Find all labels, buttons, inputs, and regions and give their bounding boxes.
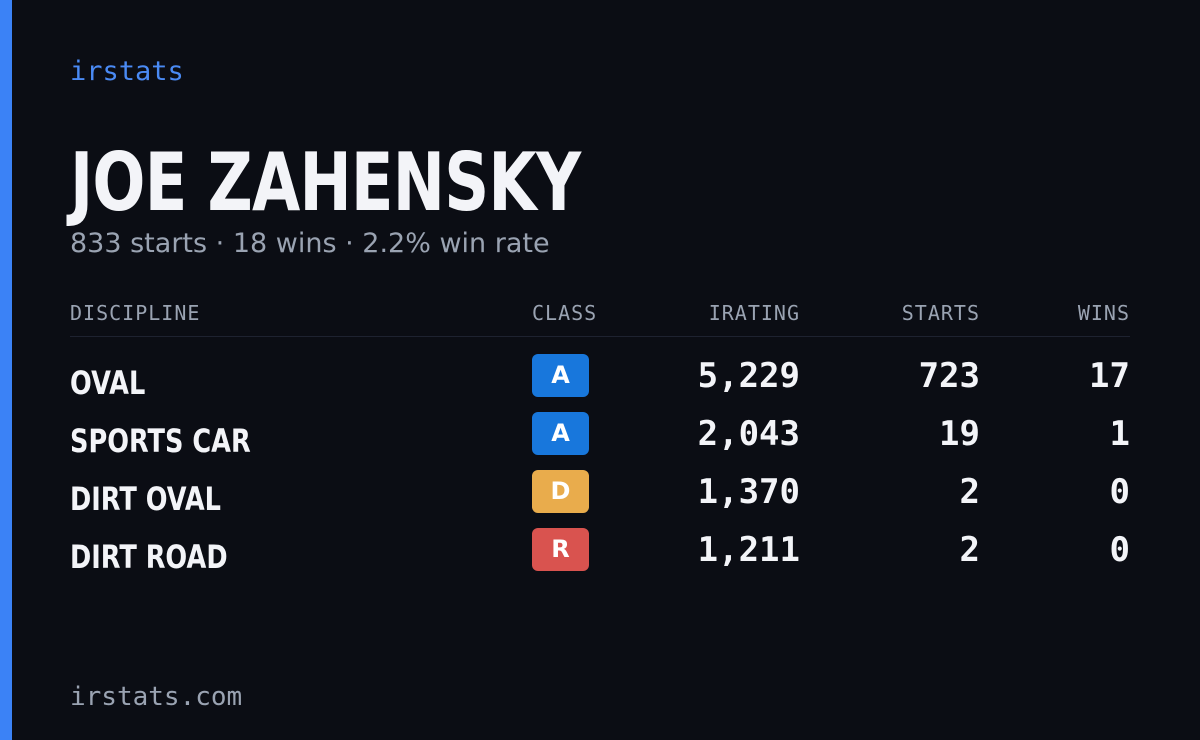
discipline: DIRT OVAL	[70, 480, 221, 518]
class-badge: R	[532, 528, 589, 571]
accent-bar	[0, 0, 12, 740]
wins: 1	[1109, 414, 1130, 454]
brand: irstats	[70, 56, 184, 87]
wins: 0	[1109, 530, 1130, 570]
header-rule	[70, 336, 1130, 337]
starts: 19	[939, 414, 980, 454]
column-header: STARTS	[901, 301, 980, 325]
class-badge: D	[532, 470, 589, 513]
footer: irstats.com	[70, 682, 243, 712]
starts: 2	[959, 530, 980, 570]
irating: 2,043	[697, 414, 800, 454]
class-badge: A	[532, 354, 589, 397]
column-header: WINS	[1077, 301, 1130, 325]
driver-name: JOE ZAHENSKY	[70, 136, 581, 229]
class-badge: A	[532, 412, 589, 455]
discipline: DIRT ROAD	[70, 538, 228, 576]
column-header: CLASS	[532, 301, 598, 325]
irating: 1,211	[697, 530, 800, 570]
summary: 833 starts · 18 wins · 2.2% win rate	[70, 228, 550, 259]
column-header: IRATING	[708, 301, 800, 325]
wins: 17	[1089, 356, 1130, 396]
irating: 1,370	[697, 472, 800, 512]
starts: 2	[959, 472, 980, 512]
discipline: SPORTS CAR	[70, 422, 251, 460]
irating: 5,229	[697, 356, 800, 396]
starts: 723	[918, 356, 980, 396]
discipline: OVAL	[70, 364, 146, 402]
column-header: DISCIPLINE	[70, 301, 201, 325]
wins: 0	[1109, 472, 1130, 512]
